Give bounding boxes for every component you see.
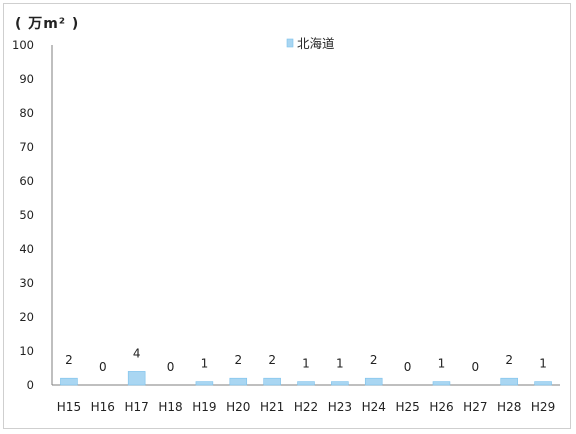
- bar-series: [60, 371, 552, 386]
- x-axis-labels: H15 H16 H17 H18 H19 H20 H21 H22 H23 H24 H25 H26 H27 H…: [57, 400, 555, 414]
- bar-value-label: 1: [336, 357, 344, 371]
- x-tick-label: H19: [192, 400, 216, 414]
- bar: [263, 377, 281, 386]
- bar-value-label: 0: [472, 360, 480, 374]
- bar: [364, 377, 383, 386]
- x-tick-label: H21: [260, 400, 284, 414]
- bar: [195, 381, 214, 386]
- y-tick-label: 30: [19, 276, 34, 290]
- legend-swatch: [286, 38, 294, 48]
- x-tick-label: H22: [294, 400, 318, 414]
- bar-value-label: 2: [268, 353, 276, 367]
- legend: 北海道: [286, 36, 335, 51]
- bar: [297, 381, 315, 386]
- bar-value-label: 1: [302, 357, 310, 371]
- bar-value-label: 1: [539, 357, 547, 371]
- bar-value-label: 0: [99, 360, 107, 374]
- bar-value-label: 4: [133, 346, 141, 360]
- bar: [60, 377, 78, 386]
- bar: [500, 377, 518, 386]
- bar-value-label: 1: [201, 357, 209, 371]
- y-tick-label: 100: [12, 38, 34, 52]
- x-tick-label: H23: [328, 400, 352, 414]
- y-axis-ticks: 0 10 20 30 40 50 60 70 80 90 100: [12, 38, 34, 392]
- y-tick-label: 0: [27, 378, 34, 392]
- y-tick-label: 50: [19, 208, 34, 222]
- x-tick-label: H27: [463, 400, 487, 414]
- bar: [127, 371, 146, 386]
- y-tick-label: 80: [19, 106, 34, 120]
- bar-value-label: 2: [505, 353, 513, 367]
- bar: [432, 381, 451, 386]
- bar-value-label: 2: [370, 353, 378, 367]
- y-tick-label: 40: [19, 242, 34, 256]
- x-tick-label: H16: [91, 400, 115, 414]
- bar: [331, 381, 349, 386]
- y-tick-label: 90: [19, 72, 34, 86]
- bar-value-label: 2: [65, 353, 73, 367]
- y-axis-unit-label: ( 万m² ): [15, 16, 80, 32]
- x-tick-label: H18: [158, 400, 182, 414]
- x-tick-label: H17: [125, 400, 149, 414]
- data-labels: 2 0 4 0 1 2 2 1 1 2 0 1 0 2 1: [65, 346, 547, 374]
- bar-value-label: 1: [438, 357, 446, 371]
- x-tick-label: H15: [57, 400, 81, 414]
- bar-value-label: 0: [404, 360, 412, 374]
- y-tick-label: 20: [19, 310, 34, 324]
- bar: [534, 381, 552, 386]
- legend-label: 北海道: [297, 36, 335, 51]
- y-tick-label: 10: [19, 344, 34, 358]
- x-tick-label: H24: [362, 400, 386, 414]
- x-tick-label: H29: [531, 400, 555, 414]
- x-tick-label: H20: [226, 400, 250, 414]
- y-tick-label: 60: [19, 174, 34, 188]
- x-tick-label: H25: [395, 400, 419, 414]
- bar: [229, 377, 248, 386]
- x-tick-label: H26: [429, 400, 453, 414]
- x-tick-label: H28: [497, 400, 521, 414]
- y-tick-label: 70: [19, 140, 34, 154]
- bar-value-label: 2: [234, 353, 242, 367]
- bar-value-label: 0: [167, 360, 175, 374]
